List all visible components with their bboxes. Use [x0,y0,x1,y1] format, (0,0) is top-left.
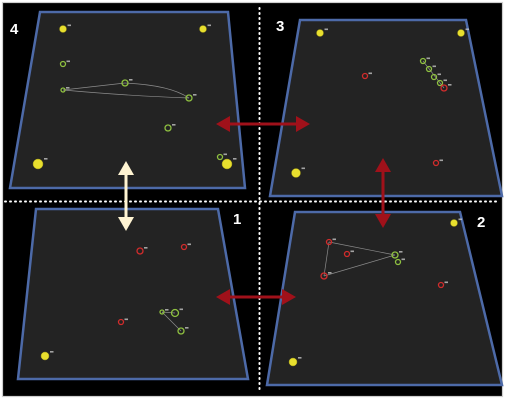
green-ring-marker [419,57,430,65]
green-ring-marker [185,94,197,102]
panel-number-4: 4 [10,21,19,38]
red-ring-marker [320,272,332,280]
panel-number-3: 3 [276,18,285,35]
board-panel-4 [8,10,247,190]
red-ring-marker [325,238,336,246]
yellow-ball-marker [291,167,305,178]
yellow-ball-marker [199,24,211,33]
red-ring-marker [343,250,354,258]
panel-number-1: 1 [233,211,242,228]
yellow-ball-marker [457,28,469,37]
green-ring-marker [177,327,189,335]
green-ring-marker [121,79,133,87]
green-ring-marker [436,79,447,87]
red-ring-marker [117,318,128,326]
green-ring-marker [430,73,441,81]
red-ring-marker [136,247,148,255]
red-ring-marker [440,84,452,92]
yellow-ball-marker [40,351,54,361]
group-outline-panel-4 [62,82,190,99]
board-panel-1 [16,207,250,381]
marker-layer [32,24,469,367]
red-ring-marker [432,159,443,167]
red-ring-marker [180,243,191,251]
board-panel-3 [268,18,504,198]
arrow-4-1 [118,161,134,231]
green-ring-marker [394,258,405,266]
red-ring-marker [437,281,448,289]
yellow-ball-marker [450,218,462,227]
green-ring-marker [425,65,436,73]
green-ring-marker [60,87,70,93]
red-ring-marker [361,72,372,80]
arrow-1-2 [216,289,296,305]
green-ring-marker [391,251,403,259]
panel-number-2: 2 [477,214,486,231]
yellow-ball-marker [221,158,237,170]
yellow-ball-marker [316,28,328,37]
yellow-ball-marker [59,24,71,33]
yellow-ball-marker [32,158,48,170]
yellow-ball-marker [288,357,302,367]
green-ring-marker [159,309,169,315]
group-outline-panel-2 [323,241,396,277]
green-ring-marker [170,308,183,318]
green-ring-marker [216,153,227,161]
green-ring-marker [164,124,176,132]
green-ring-marker [59,60,70,68]
arrow-3-4 [216,116,310,132]
board-panel-2 [265,210,504,387]
arrow-3-2 [375,158,391,228]
